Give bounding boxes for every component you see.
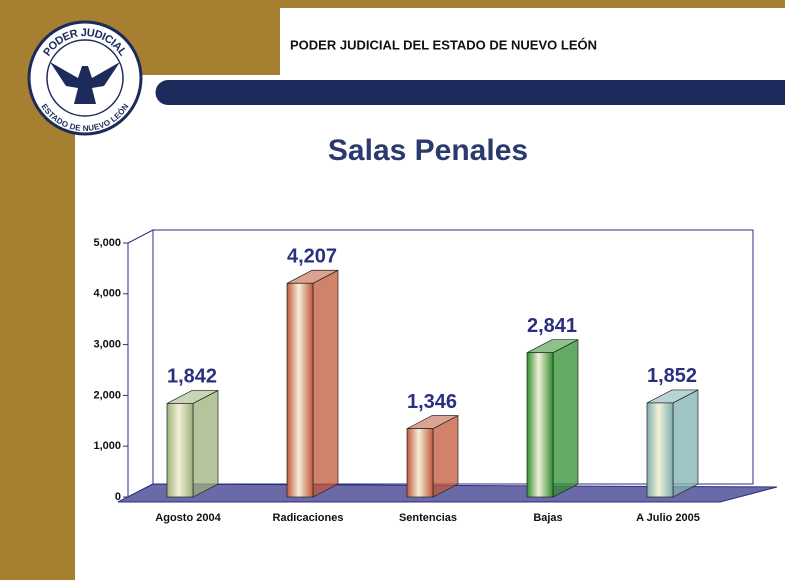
bar <box>406 428 434 498</box>
logo-eagle <box>50 62 120 104</box>
y-tick-label: 3,000 <box>93 339 121 351</box>
x-tick-label: Bajas <box>533 512 562 524</box>
header-bar <box>155 80 785 105</box>
bar <box>646 402 674 498</box>
header-title: PODER JUDICIAL DEL ESTADO DE NUEVO LEÓN <box>290 37 597 52</box>
value-label: 1,842 <box>167 366 217 388</box>
x-tick-label: A Julio 2005 <box>636 512 700 524</box>
value-label: 4,207 <box>287 246 337 268</box>
bar-side <box>312 269 339 498</box>
bar-side <box>672 389 699 498</box>
value-label: 2,841 <box>527 315 577 337</box>
y-tick-label: 5,000 <box>93 237 121 249</box>
x-tick-label: Radicaciones <box>273 512 344 524</box>
y-tick-label: 2,000 <box>93 389 121 401</box>
side-wall <box>127 229 154 498</box>
bar-side <box>192 389 219 498</box>
x-tick-label: Agosto 2004 <box>155 512 221 524</box>
bar-side <box>552 339 579 498</box>
bar <box>166 403 194 498</box>
x-tick-label: Sentencias <box>399 512 457 524</box>
bar <box>286 282 314 498</box>
y-tick-label: 4,000 <box>93 288 121 300</box>
chart-title: Salas Penales <box>328 134 528 167</box>
y-tick-label: 1,000 <box>93 440 121 452</box>
bar <box>526 352 554 498</box>
floor <box>117 483 778 503</box>
value-label: 1,346 <box>407 391 457 413</box>
value-label: 1,852 <box>647 365 697 387</box>
y-tick-label: 0 <box>115 491 121 503</box>
logo: PODER JUDICIAL ESTADO DE NUEVO LEÓN <box>27 20 143 136</box>
bar-side <box>432 415 459 498</box>
